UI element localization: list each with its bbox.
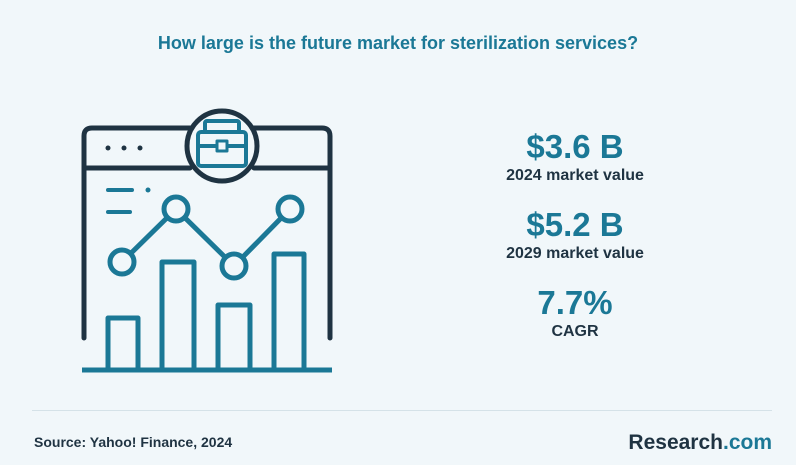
briefcase-icon [184, 108, 260, 184]
stat-label: CAGR [551, 323, 599, 340]
browser-window-icon [81, 125, 333, 341]
logo-accent: .com [722, 431, 772, 454]
footer-divider [32, 410, 772, 411]
page-title: How large is the future market for steri… [157, 33, 639, 53]
source-note: Source: Yahoo! Finance, 2024 [34, 434, 233, 450]
stats-panel: $3.6 B 2024 market value $5.2 B 2029 mar… [470, 128, 680, 362]
logo-main: Research [628, 431, 723, 454]
market-illustration [81, 108, 333, 373]
stat-value: $3.6 B [526, 128, 624, 165]
stat-cagr: 7.7% CAGR [470, 284, 680, 342]
stat-value: $5.2 B [526, 206, 624, 243]
stat-value: 7.7% [537, 284, 613, 321]
stat-2024: $3.6 B 2024 market value [470, 128, 680, 186]
research-com-logo: Research.com [628, 431, 772, 455]
stat-2029: $5.2 B 2029 market value [470, 206, 680, 264]
stat-label: 2029 market value [506, 245, 644, 262]
line-trend-icon [107, 194, 305, 281]
stat-label: 2024 market value [506, 167, 644, 184]
bar-chart-icon [82, 251, 332, 373]
